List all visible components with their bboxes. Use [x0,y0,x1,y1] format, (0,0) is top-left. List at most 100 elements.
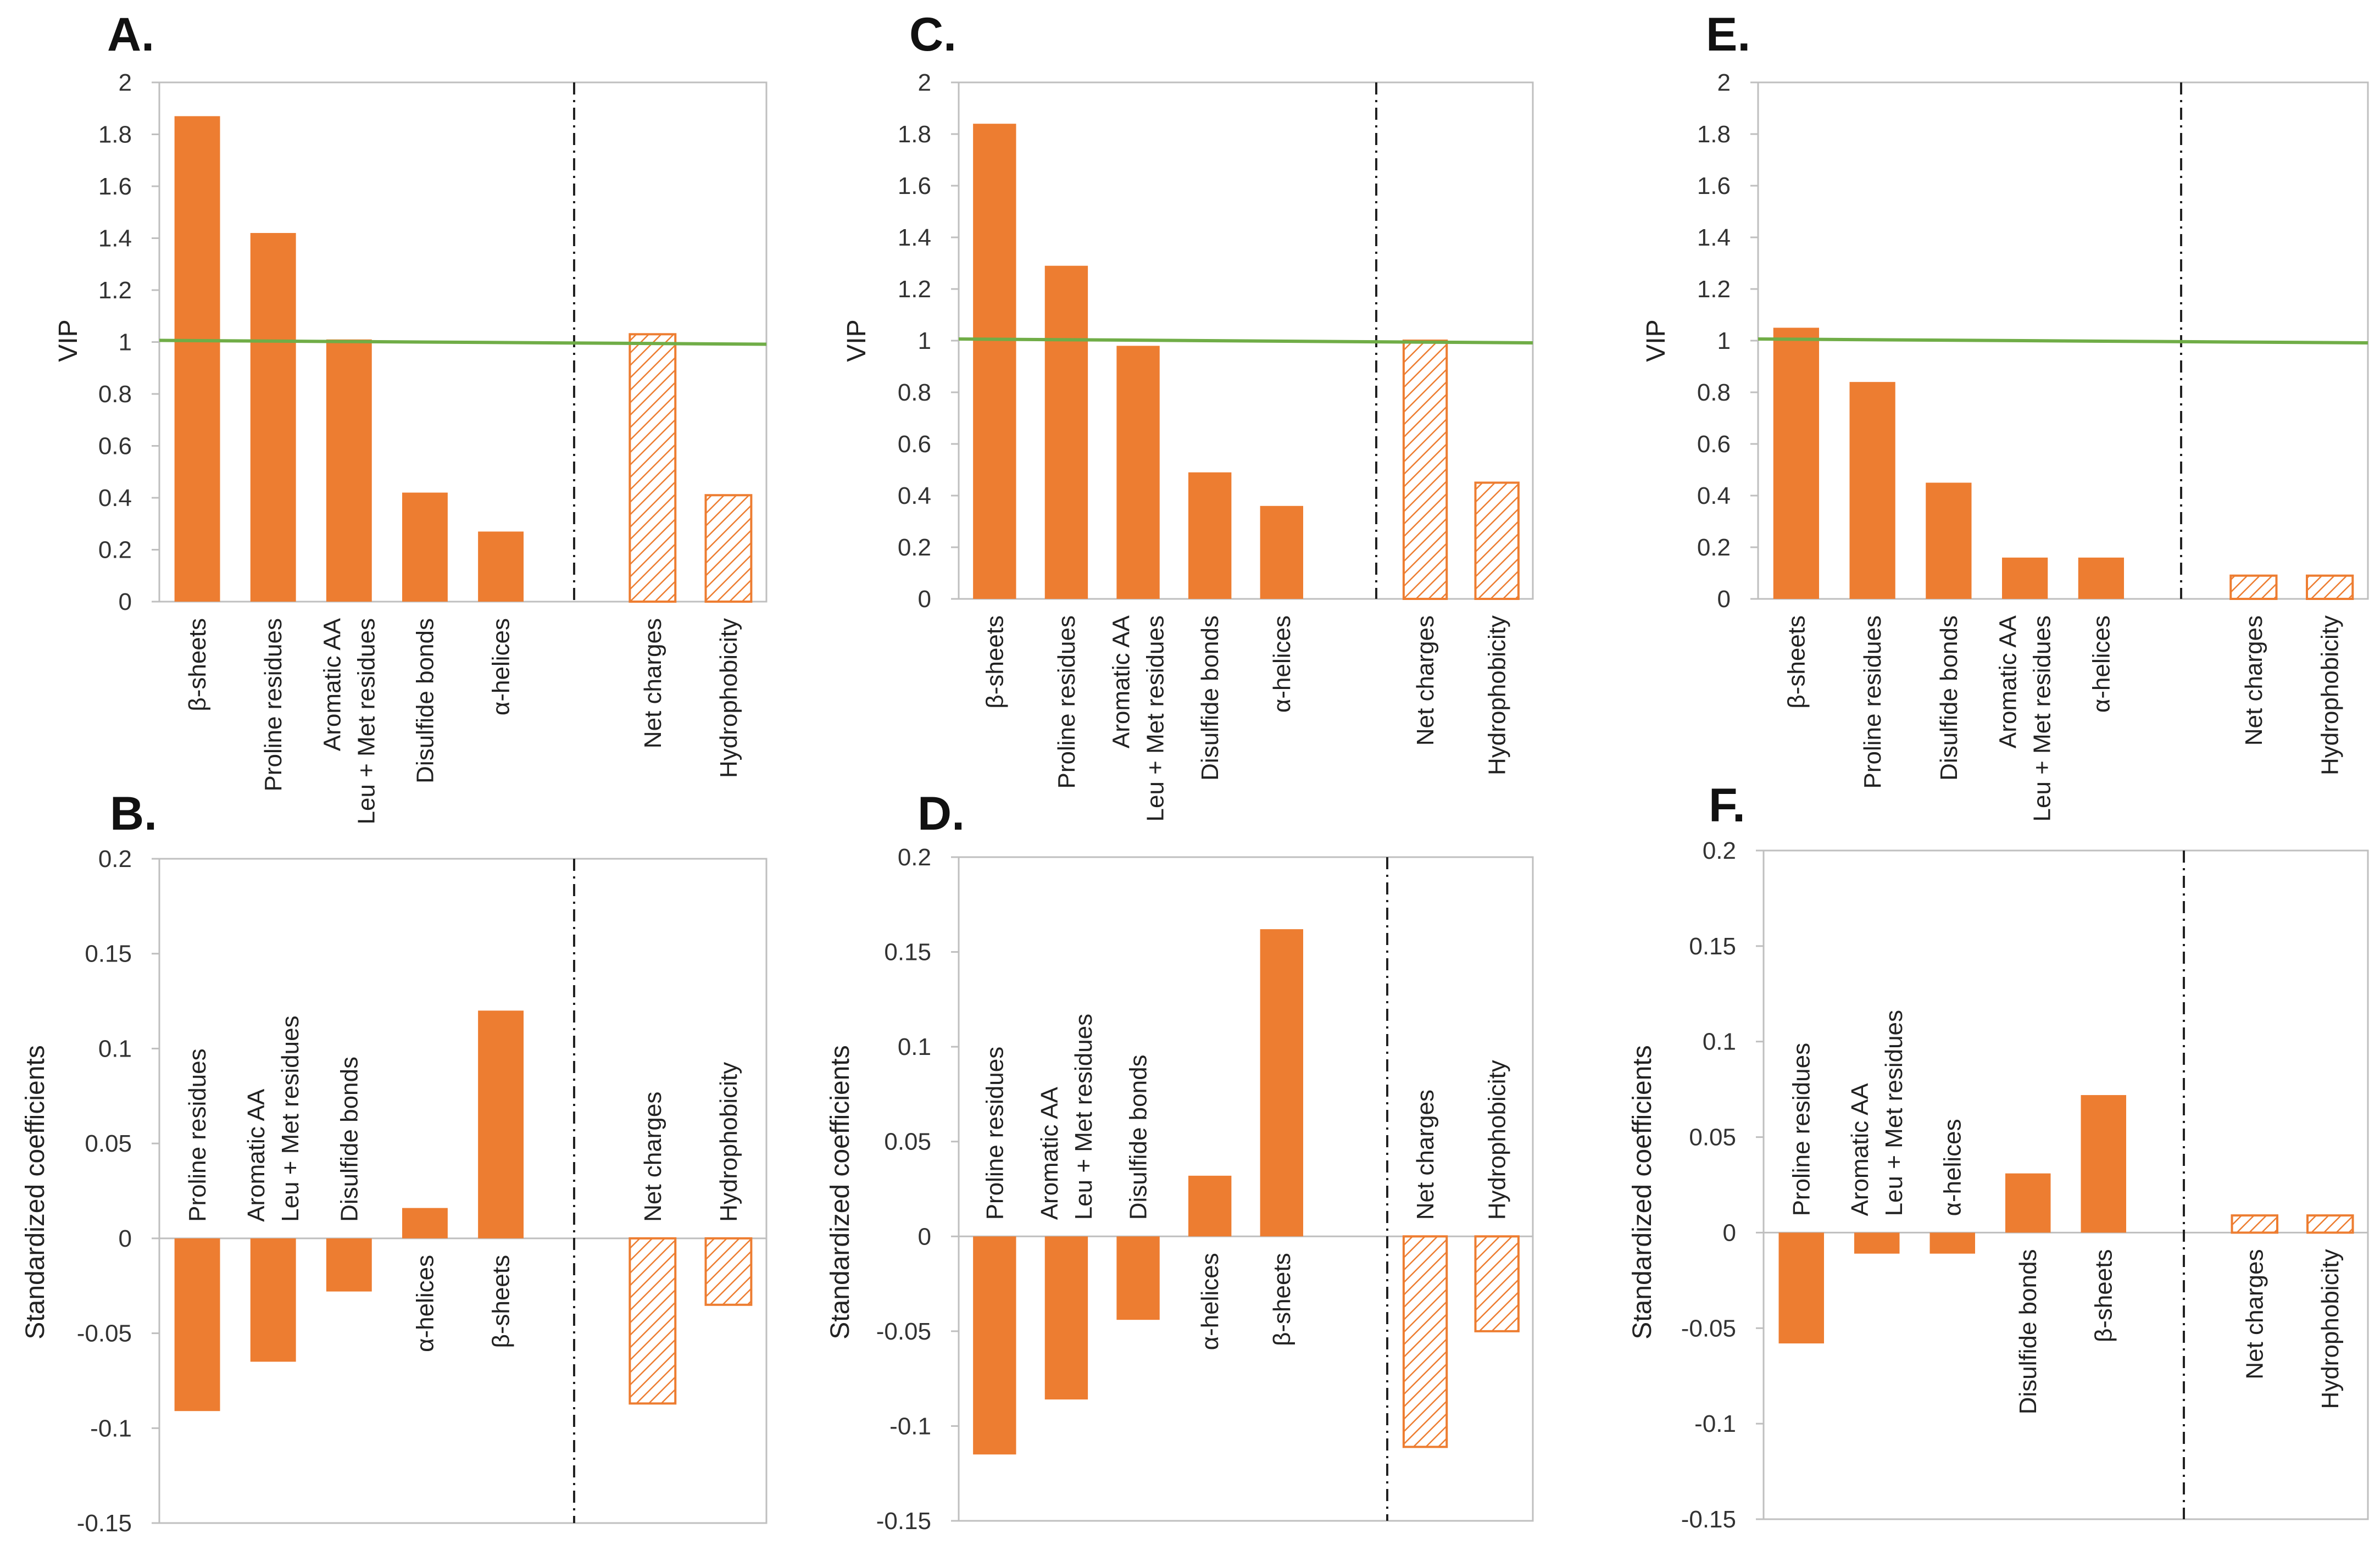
y-tick-label: 1 [1717,327,1731,354]
y-tick-label: 0 [918,1223,931,1250]
category-label: β-sheets [184,618,211,712]
bar-hydrophobicity [704,494,753,603]
panel-label-d: D. [917,787,965,840]
category-label: Net charges [1412,615,1439,746]
category-label: β-sheets [1269,1253,1295,1346]
y-tick-label: 1.4 [1697,224,1731,251]
y-tick-label: 0.6 [98,433,132,460]
y-tick-label: 0.4 [898,482,931,509]
y-tick-label: 0 [918,586,931,613]
bar-aromatic-aa [2002,557,2048,599]
coefficients-chart-f: -0.15 -0.1 -0.05 0 0.05 0.1 0.15 0.2 Standardize… [1628,837,2369,1533]
bar-helices [2078,557,2124,599]
bar-hydrophobicity [1474,481,1520,600]
bar-hydrophobicity [2306,574,2354,600]
y-tick-label: 0 [119,1225,132,1252]
plot-area [158,858,768,1524]
category-label: Proline residues [981,1047,1008,1220]
bar-proline-residues [1044,265,1088,599]
category-label: Aromatic AA [319,618,346,751]
y-tick-label: 1.4 [898,224,931,251]
y-tick-label: 0.8 [1697,379,1731,406]
category-label: Aromatic AA [1995,615,2022,748]
category-label: Proline residues [260,618,287,792]
category-label: Disulfide bonds [1125,1054,1152,1220]
y-tick-label: 0.1 [898,1033,931,1060]
bar-aromatic-aa [1116,346,1160,599]
category-label: Proline residues [1053,615,1080,789]
bar-hydrophobicity [1474,1235,1520,1332]
bar-hydrophobicity [2306,1214,2354,1234]
category-label: Aromatic AA [1847,1083,1873,1216]
category-label: Disulfide bonds [336,1057,363,1222]
y-tick-label: 1.8 [1697,121,1731,148]
y-tick-label: 1.2 [1697,276,1731,303]
category-label: Leu + Met residues [277,1015,304,1221]
category-label: α-helices [412,1255,438,1352]
vip-threshold-line [1758,337,2368,344]
category-label: α-helices [2088,615,2115,713]
bar-helices [1929,1232,1975,1254]
bar-proline-residues [1849,382,1895,599]
vip-threshold-line [958,337,1533,344]
bar-net-charges [1402,340,1448,600]
y-tick-label: -0.05 [876,1318,931,1345]
y-tick-label: 0.05 [884,1129,931,1155]
y-axis-title: Standardized coefficients [826,1045,855,1339]
bar-disulfide-bonds [1926,482,1972,599]
category-label: β-sheets [2090,1249,2117,1342]
bar-disulfide-bonds [1188,472,1232,599]
bar-net-charges [629,1237,677,1405]
category-label: Disulfide bonds [412,618,438,784]
y-tick-label: 1.2 [898,276,931,303]
vip-chart-c: 0 0.2 0.4 0.6 0.8 1 1.2 1.4 1.6 1.8 2 VIP β-sheets Pr… [842,69,1534,821]
y-tick-label: 1.6 [1697,173,1731,199]
y-tick-label: 0.2 [898,844,931,871]
category-label: Leu + Met residues [353,618,380,824]
y-tick-label: 1 [119,329,132,356]
y-tick-label: -0.15 [77,1510,132,1537]
vip-chart-a: 0 0.2 0.4 0.6 0.8 1 1.2 1.4 1.6 1.8 2 VIP β-sheets Pr… [54,69,768,824]
category-label: β-sheets [488,1255,515,1348]
category-label: Aromatic AA [243,1088,270,1222]
category-label: α-helices [488,618,515,715]
panel-label-c: C. [909,8,957,61]
y-tick-label: 1.6 [898,173,931,199]
y-tick-label: -0.1 [889,1413,931,1440]
y-tick-label: 0 [1717,586,1731,613]
y-tick-label: 0 [1723,1219,1736,1246]
category-label: Leu + Met residues [1142,615,1169,821]
category-label: Hydrophobicity [2317,615,2344,775]
vip-chart-e: 0 0.2 0.4 0.6 0.8 1 1.2 1.4 1.6 1.8 2 VIP β-sheets Pr… [1642,69,2369,821]
bar-proline-residues [174,1238,220,1412]
bar-aromatic-aa [326,339,372,602]
y-tick-label: 0.15 [884,939,931,966]
bar-aromatic-aa [250,1238,296,1362]
y-tick-label: -0.1 [90,1415,132,1442]
panel-label-e: E. [1706,8,1750,61]
bar-aromatic-aa [1854,1232,1900,1254]
panel-label-b: B. [110,787,157,840]
y-tick-label: 0.2 [98,537,132,564]
category-label: Hydrophobicity [2317,1249,2344,1409]
bar-net-charges [629,333,677,603]
bar-sheets [1260,929,1303,1237]
y-tick-label: 2 [1717,69,1731,96]
y-tick-label: 1.2 [98,277,132,304]
y-axis-title: Standardized coefficients [1628,1045,1657,1339]
y-tick-label: 0.4 [1697,482,1731,509]
category-label: Net charges [640,1092,666,1222]
y-tick-label: 0.4 [98,485,132,512]
bar-helices [402,1208,448,1238]
category-label: Net charges [1412,1090,1439,1220]
y-tick-label: 0.1 [1703,1029,1736,1055]
category-label: α-helices [1269,615,1295,713]
bar-net-charges [2231,1214,2278,1234]
panel-label-f: F. [1709,779,1745,832]
y-tick-label: 0.15 [1689,933,1736,960]
bar-sheets [478,1010,524,1238]
y-tick-label: 0.2 [1697,534,1731,561]
category-label: Disulfide bonds [1936,615,1962,781]
category-label: Disulfide bonds [1197,615,1224,781]
